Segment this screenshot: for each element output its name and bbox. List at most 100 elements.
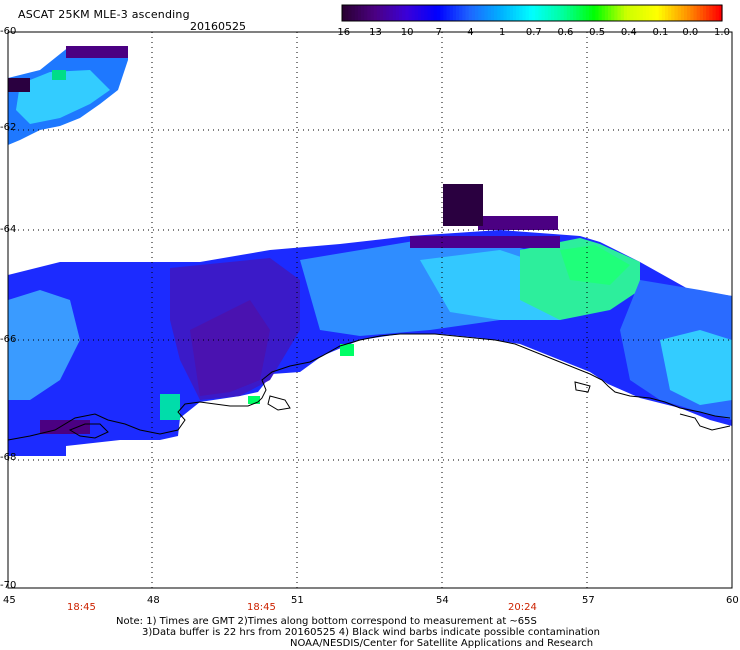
colorbar-segment [623, 5, 628, 21]
map-title: ASCAT 25KM MLE-3 ascending [18, 8, 190, 21]
colorbar-label: -0.4 [617, 27, 637, 38]
colorbar-segment [646, 5, 650, 21]
colorbar-segment [703, 5, 707, 21]
colorbar-segment [592, 5, 596, 21]
lon-label: 48 [147, 595, 160, 606]
colorbar-segment [513, 5, 517, 21]
colorbar-segment [585, 5, 590, 21]
colorbar-segment [427, 5, 432, 21]
colorbar-segment [649, 5, 653, 21]
colorbar-segment [449, 5, 454, 21]
colorbar-segment [490, 5, 495, 21]
colorbar [341, 4, 723, 22]
colorbar-segment [579, 5, 584, 21]
lat-label: -64 [0, 224, 17, 235]
colorbar-segment [345, 5, 349, 21]
footer-note-1: Note: 1) Times are GMT 2)Times along bot… [116, 616, 537, 627]
colorbar-label: -0.7 [522, 27, 542, 38]
swath-cell [8, 78, 30, 92]
colorbar-segment [389, 5, 394, 21]
colorbar-segment [392, 5, 397, 21]
footer-credit: NOAA/NESDIS/Center for Satellite Applica… [290, 638, 594, 649]
colorbar-segment [532, 5, 536, 21]
colorbar-segment [696, 5, 701, 21]
colorbar-segment [528, 5, 533, 21]
colorbar-segment [348, 5, 353, 21]
colorbar-label: -16 [333, 27, 351, 38]
colorbar-segment [551, 5, 555, 21]
colorbar-segment [364, 5, 368, 21]
colorbar-segment [509, 5, 514, 21]
colorbar-segment [494, 5, 498, 21]
colorbar-segment [430, 5, 435, 21]
colorbar-segment [424, 5, 429, 21]
colorbar-segment [519, 5, 524, 21]
swath-cell [410, 236, 560, 248]
colorbar-segment [661, 5, 666, 21]
swath-cell [160, 394, 180, 420]
lat-label: -62 [0, 122, 17, 133]
lat-label: -60 [0, 26, 17, 37]
colorbar-label: -1 [495, 27, 506, 38]
colorbar-segment [468, 5, 473, 21]
colorbar-segment [547, 5, 552, 21]
colorbar-segment [642, 5, 647, 21]
colorbar-segment [351, 5, 356, 21]
lat-label: -70 [0, 580, 17, 591]
swath-patch [560, 245, 630, 285]
swath-cell [478, 216, 558, 230]
colorbar-segment [500, 5, 505, 21]
colorbar-segment [617, 5, 622, 21]
colorbar-segment [456, 5, 460, 21]
colorbar-segment [598, 5, 603, 21]
lon-label: 60 [726, 595, 739, 606]
wind-swath [8, 46, 732, 456]
colorbar-segment [639, 5, 644, 21]
colorbar-segment [573, 5, 577, 21]
swath-patch [190, 300, 270, 396]
coast-island [267, 395, 291, 411]
colorbar-segment [405, 5, 410, 21]
colorbar-label: -13 [365, 27, 382, 38]
colorbar-segment [452, 5, 457, 21]
swath-cell [340, 344, 354, 356]
coast-island [574, 381, 591, 393]
pass-time-label: 20:24 [508, 602, 537, 613]
lon-label: 45 [3, 595, 16, 606]
colorbar-segment [475, 5, 479, 21]
colorbar-segment [433, 5, 438, 21]
colorbar-segment [462, 5, 467, 21]
colorbar-segment [408, 5, 413, 21]
colorbar-segment [693, 5, 698, 21]
colorbar-segment [383, 5, 387, 21]
lon-label: 51 [291, 595, 304, 606]
colorbar-label: -0.5 [585, 27, 606, 38]
colorbar-segment [370, 5, 375, 21]
colorbar-segment [687, 5, 691, 21]
colorbar-segment [712, 5, 717, 21]
colorbar-segment [684, 5, 688, 21]
colorbar-segment [674, 5, 679, 21]
colorbar-segment [636, 5, 641, 21]
colorbar-segment [544, 5, 549, 21]
colorbar-border [341, 4, 723, 22]
colorbar-segment [576, 5, 581, 21]
antarctic-coastline [7, 333, 731, 441]
colorbar-segment [595, 5, 600, 21]
footer-note-2: 3)Data buffer is 22 hrs from 20160525 4)… [142, 627, 600, 638]
colorbar-segment [440, 5, 444, 21]
colorbar-segment [525, 5, 530, 21]
lat-lon-grid [8, 32, 732, 588]
lon-label: 57 [582, 595, 595, 606]
colorbar-segment [582, 5, 587, 21]
colorbar-segment [627, 5, 631, 21]
colorbar-segment [566, 5, 571, 21]
colorbar-segment [560, 5, 565, 21]
colorbar-segment [706, 5, 710, 21]
colorbar-segment [357, 5, 362, 21]
colorbar-segment [506, 5, 511, 21]
colorbar-label: -7 [432, 27, 442, 38]
colorbar-segment [386, 5, 391, 21]
colorbar-segment [376, 5, 381, 21]
swath-patch [8, 290, 80, 400]
